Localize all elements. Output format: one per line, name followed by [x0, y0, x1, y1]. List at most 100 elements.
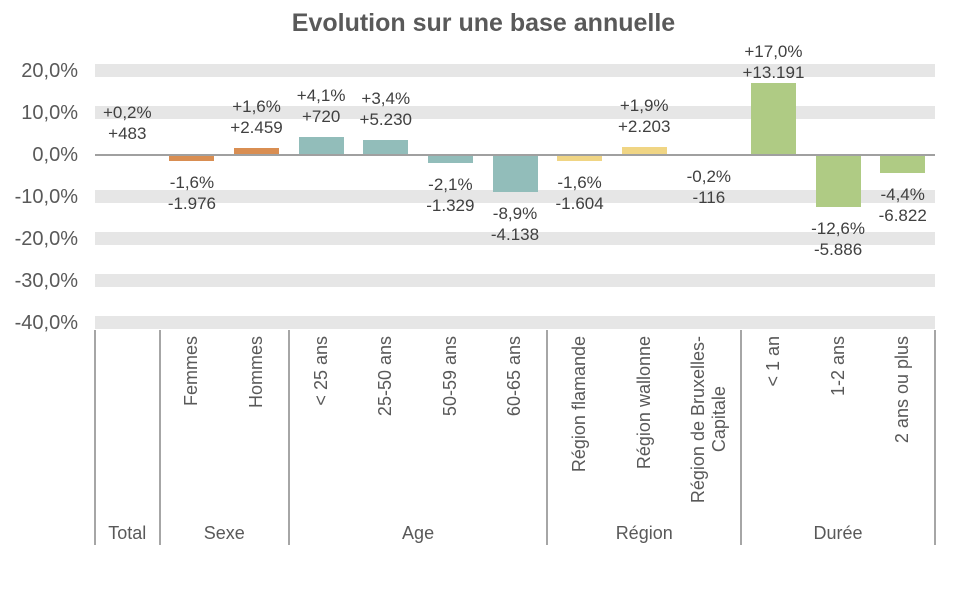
- value-label: -1,6% -1.604: [518, 172, 642, 214]
- chart-title: Evolution sur une base annuelle: [291, 9, 676, 37]
- gridline-band: [95, 274, 935, 287]
- category-label-box: Femmes: [160, 336, 225, 522]
- y-axis-tick-label: -10,0%: [14, 185, 78, 208]
- value-label: +1,9% +2.203: [582, 95, 706, 137]
- category-label-region-flamande: Région flamande: [569, 336, 590, 473]
- gridline-band: [95, 106, 935, 119]
- bar-femmes: [169, 154, 215, 162]
- category-label-60-65-ans: 60-65 ans: [504, 336, 525, 417]
- value-label-percent: -0,2%: [686, 167, 732, 187]
- group-label-sexe: Sexe: [203, 523, 245, 543]
- value-label-percent: +3,4%: [361, 89, 411, 109]
- value-label-percent: +17,0%: [744, 42, 803, 62]
- category-label-box: Région wallonne: [612, 336, 677, 522]
- category-label-1-an: < 1 an: [762, 336, 783, 387]
- category-label-box: Région flamande: [547, 336, 612, 522]
- value-label-count: +483: [108, 123, 147, 143]
- value-label-count: +2.203: [617, 116, 671, 136]
- value-label: -0,2% -116: [647, 166, 771, 208]
- value-label-percent: +0,2%: [102, 102, 152, 122]
- value-label: -4,4% -6.822: [841, 184, 965, 226]
- value-label-count: -1.329: [426, 196, 475, 216]
- group-label-region: Région: [615, 523, 673, 543]
- group-divider: [934, 330, 936, 545]
- value-label: +4,1% +720: [259, 85, 383, 127]
- group-divider: [740, 330, 743, 545]
- value-label-count: +5.230: [359, 110, 412, 130]
- value-label-percent: -1,6%: [557, 173, 602, 193]
- value-label: -12,6% -5.886: [776, 218, 900, 260]
- category-label-box: 60-65 ans: [483, 336, 548, 522]
- category-label-box: 2 ans ou plus: [870, 336, 935, 522]
- bar-50-59-ans: [427, 154, 473, 164]
- group-divider: [94, 330, 96, 545]
- bar-hommes: [234, 147, 280, 155]
- value-label: +3,4% +5.230: [324, 88, 448, 130]
- category-label-box: < 1 an: [741, 336, 806, 522]
- gridline-band: [95, 64, 935, 77]
- y-axis-tick-label: -20,0%: [14, 227, 78, 250]
- y-axis-tick-label: 20,0%: [21, 59, 78, 82]
- value-label-count: -1.604: [555, 194, 604, 214]
- bar-1-an: [750, 83, 796, 155]
- value-label-count: +720: [301, 107, 341, 127]
- group-divider: [287, 330, 290, 545]
- category-label-femmes: Femmes: [181, 336, 202, 407]
- value-label-percent: +4,1%: [296, 86, 346, 106]
- group-label-duree: Durée: [813, 523, 863, 543]
- category-label-region-de-bruxelles-capitale: Région de Bruxelles- Capitale: [687, 336, 729, 504]
- category-label-1-2-ans: 1-2 ans: [827, 336, 848, 397]
- gridline-band: [95, 316, 935, 329]
- value-label-percent: -2,1%: [428, 175, 473, 195]
- value-label-count: -116: [692, 188, 726, 208]
- value-label: +1,6% +2.459: [195, 96, 319, 138]
- bar-region-flamande: [557, 154, 603, 162]
- value-label: -8,9% -4.138: [453, 203, 577, 245]
- y-axis-tick-label: -30,0%: [14, 269, 78, 292]
- category-label-hommes: Hommes: [246, 336, 267, 409]
- bar-25-50-ans: [363, 140, 409, 155]
- category-label-box: 50-59 ans: [418, 336, 483, 522]
- gridline-band: [95, 190, 935, 203]
- bar-25-ans: [298, 137, 344, 155]
- value-label-count: -4.138: [490, 224, 540, 244]
- value-label-percent: -8,9%: [492, 203, 538, 223]
- y-axis-tick-label: 10,0%: [21, 101, 78, 124]
- category-label-2-ans-ou-plus: 2 ans ou plus: [892, 336, 913, 444]
- y-axis-tick-label: 0,0%: [32, 143, 78, 166]
- category-label-box: < 25 ans: [289, 336, 354, 522]
- bar-2-ans-ou-plus: [880, 154, 926, 173]
- value-label: -2,1% -1.329: [388, 174, 512, 216]
- value-label: +0,2% +483: [65, 102, 189, 144]
- value-label-count: -6.822: [878, 205, 927, 225]
- group-label-total: Total: [108, 523, 147, 543]
- bar-1-2-ans: [815, 154, 861, 208]
- value-label-count: -1.976: [167, 194, 217, 214]
- category-label-box: Région de Bruxelles- Capitale: [677, 336, 742, 522]
- value-label-count: -5.886: [813, 240, 863, 260]
- value-label: +17,0% +13.191: [711, 41, 835, 83]
- x-axis-line: [95, 153, 935, 156]
- value-label-percent: -1,6%: [169, 173, 215, 193]
- value-label-percent: -4,4%: [880, 184, 925, 204]
- value-label-percent: -12,6%: [811, 219, 865, 239]
- category-label-box: 1-2 ans: [806, 336, 871, 522]
- value-label: -1,6% -1.976: [130, 172, 254, 214]
- group-label-age: Age: [402, 523, 435, 543]
- value-label-count: +2.459: [230, 117, 283, 137]
- category-label-box: 25-50 ans: [353, 336, 418, 522]
- value-label-percent: +1,6%: [232, 96, 281, 116]
- category-label-25-50-ans: 25-50 ans: [375, 336, 396, 417]
- category-label-50-59-ans: 50-59 ans: [439, 336, 460, 417]
- value-label-percent: +1,9%: [619, 95, 669, 115]
- category-label-25-ans: < 25 ans: [310, 336, 331, 406]
- gridline-band: [95, 232, 935, 245]
- group-divider: [158, 330, 161, 545]
- y-axis-tick-label: -40,0%: [14, 311, 78, 334]
- value-label-count: +13.191: [742, 63, 805, 83]
- category-label-region-wallonne: Région wallonne: [633, 336, 654, 470]
- bar-60-65-ans: [492, 154, 538, 192]
- bar-region-wallonne: [621, 146, 667, 155]
- category-label-box: Hommes: [224, 336, 289, 522]
